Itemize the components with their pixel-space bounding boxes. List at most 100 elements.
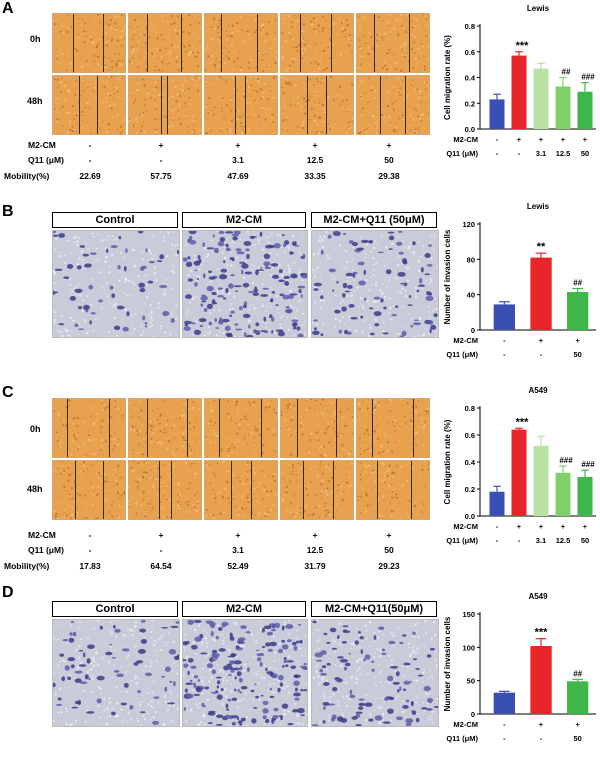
scratch-image — [280, 398, 354, 458]
y-tick-label: 80 — [467, 255, 475, 264]
condition-cell: - — [503, 720, 506, 729]
condition-cell: + — [561, 522, 566, 531]
condition-cell: - — [496, 536, 499, 545]
table-cell: - — [88, 140, 92, 150]
condition-cell: + — [517, 522, 522, 531]
condition-cell: + — [583, 522, 588, 531]
significance-label: ### — [581, 73, 595, 82]
y-tick-label: 0.8 — [465, 22, 475, 31]
y-tick-label: 50 — [467, 677, 475, 686]
y-tick-label: 0.6 — [465, 48, 475, 57]
condition-cell: 50 — [581, 149, 589, 158]
scratch-image — [356, 75, 430, 135]
significance-label: ### — [581, 460, 595, 469]
scratch-image — [52, 460, 126, 520]
bar — [555, 472, 571, 516]
row-label-0h: 0h — [30, 424, 41, 434]
table-row-label: M2-CM — [28, 140, 56, 150]
group-label-m2cm-q11: M2-CM+Q11(50μM) — [311, 601, 437, 617]
condition-cell: + — [517, 135, 522, 144]
condition-cell: + — [575, 336, 580, 345]
scratch-image — [280, 75, 354, 135]
table-cell: 29.38 — [378, 171, 400, 181]
condition-cell: - — [503, 350, 506, 359]
condition-cell: + — [539, 336, 544, 345]
migration-images-c — [52, 398, 432, 524]
table-cell: 50 — [384, 545, 394, 555]
row-label-0h: 0h — [30, 34, 41, 44]
condition-cell: - — [503, 734, 506, 743]
group-label-m2cm: M2-CM — [182, 601, 306, 617]
scratch-image — [128, 75, 202, 135]
condition-cell: 50 — [573, 734, 581, 743]
invasion-image-m2cm — [182, 230, 308, 338]
bar-chart-lewis-migration: Lewis Cell migration rate (%) 0.0 0.2 0.4 0.6… — [443, 4, 596, 158]
bar — [577, 476, 593, 516]
table-row-label: Q11 (μM) — [28, 545, 64, 555]
panel-letter-d: D — [2, 584, 14, 601]
y-axis-label: Cell migration rate (%) — [443, 35, 452, 120]
bar — [493, 692, 515, 714]
condition-cell: 50 — [573, 350, 581, 359]
invasion-image-control — [52, 619, 180, 727]
y-tick-label: 0.0 — [465, 512, 475, 521]
bar-chart-a549-invasion: A549 Number of invasion cells 0 50 100 150 ***… — [443, 592, 596, 743]
scratch-image — [128, 460, 202, 520]
invasion-image-m2cm — [182, 619, 308, 727]
scratch-image — [356, 460, 430, 520]
bar — [555, 86, 571, 129]
table-cell: - — [88, 530, 92, 540]
table-cell: + — [235, 140, 241, 150]
table-cell: + — [235, 530, 241, 540]
bar — [489, 491, 505, 516]
condition-row-label: Q11 (μM) — [446, 149, 478, 158]
y-axis-label: Cell migration rate (%) — [443, 419, 452, 504]
table-cell: 3.1 — [232, 155, 244, 165]
significance-label: ## — [562, 68, 571, 77]
y-tick-label: 40 — [467, 291, 475, 300]
condition-cell: 50 — [581, 536, 589, 545]
chart-title: Lewis — [527, 202, 550, 211]
bar — [511, 55, 527, 129]
scratch-image — [128, 398, 202, 458]
significance-label: *** — [516, 40, 530, 52]
bar — [567, 292, 589, 330]
table-row-label: Mobility(%) — [4, 171, 50, 181]
table-cell: + — [386, 530, 392, 540]
condition-row-label: Q11 (μM) — [446, 350, 478, 359]
condition-cell: + — [561, 135, 566, 144]
y-tick-label: 0.8 — [465, 404, 475, 413]
significance-label: *** — [535, 627, 549, 639]
table-cell: 64.54 — [150, 561, 172, 571]
chart-title: A549 — [528, 386, 548, 395]
table-cell: 3.1 — [232, 545, 244, 555]
bar-chart-a549-migration: A549 Cell migration rate (%) 0.0 0.2 0.4 0.6 0… — [443, 386, 596, 545]
mobility-table-c: M2-CM Q11 (μM) Mobility(%) - + + + + - -… — [0, 530, 440, 575]
invasion-image-control — [52, 230, 180, 338]
mobility-table-a: M2-CM Q11 (μM) Mobility(%) - + + + + - -… — [0, 140, 440, 185]
group-label-control: Control — [52, 212, 178, 228]
condition-cell: 12.5 — [556, 536, 571, 545]
scratch-image — [204, 13, 278, 73]
migration-images-a — [52, 13, 432, 137]
condition-row-label: Q11 (μM) — [446, 734, 478, 743]
condition-cell: - — [496, 149, 499, 158]
scratch-image — [356, 13, 430, 73]
y-tick-label: 0.2 — [465, 485, 475, 494]
scratch-image — [280, 460, 354, 520]
table-cell: + — [158, 140, 164, 150]
table-cell: 33.35 — [304, 171, 326, 181]
bar — [577, 91, 593, 129]
table-cell: 57.75 — [150, 171, 172, 181]
scratch-image — [128, 13, 202, 73]
table-cell: 50 — [384, 155, 394, 165]
table-cell: 22.69 — [79, 171, 101, 181]
y-axis-label: Number of invasion cells — [443, 616, 452, 711]
table-cell: + — [158, 530, 164, 540]
significance-label: ### — [559, 456, 573, 465]
condition-cell: + — [583, 135, 588, 144]
y-tick-label: 150 — [462, 610, 475, 619]
condition-row-label: Q11 (μM) — [446, 536, 478, 545]
condition-cell: - — [518, 536, 521, 545]
scratch-image — [52, 75, 126, 135]
